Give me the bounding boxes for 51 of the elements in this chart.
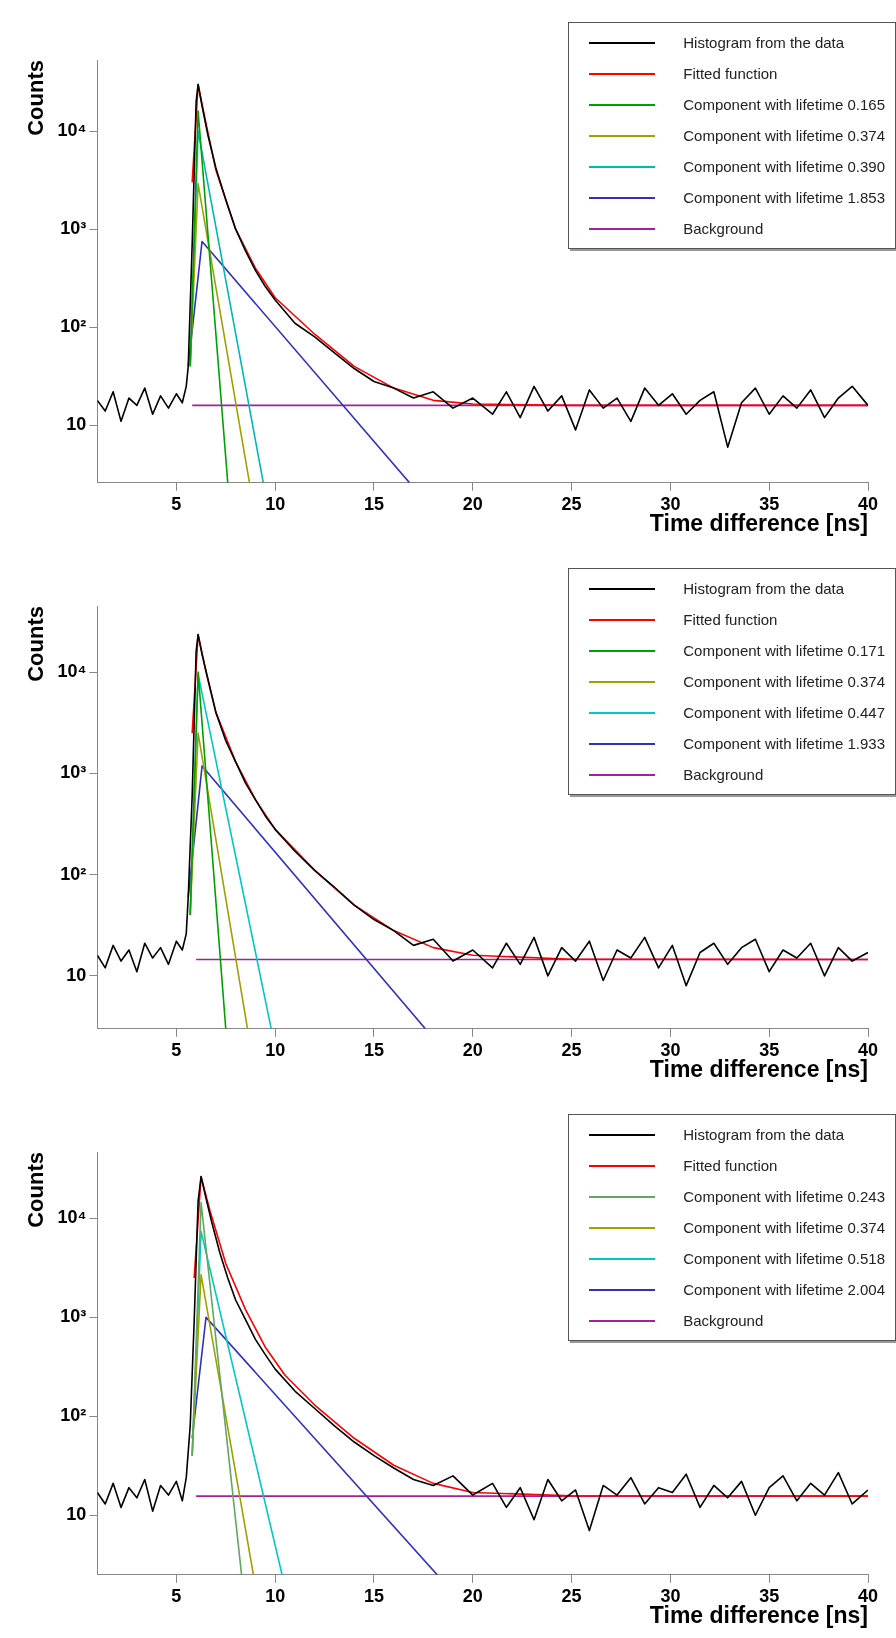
y-axis-title: Counts	[23, 1152, 49, 1228]
legend-label: Component with lifetime 1.933	[683, 735, 885, 752]
y-tick-label: 10	[66, 1504, 87, 1525]
legend-label: Component with lifetime 2.004	[683, 1281, 885, 1298]
legend-label: Component with lifetime 0.518	[683, 1250, 885, 1267]
x-tick-label: 25	[561, 1039, 582, 1060]
x-tick-label: 10	[265, 1039, 286, 1060]
legend-label: Component with lifetime 0.374	[683, 127, 885, 144]
legend-label: Component with lifetime 0.374	[683, 1219, 885, 1236]
legend-label: Histogram from the data	[683, 34, 845, 51]
x-tick-label: 5	[171, 493, 182, 514]
y-tick-label: 10³	[60, 1306, 87, 1327]
x-tick-label: 10	[265, 493, 286, 514]
legend-label: Background	[683, 220, 764, 237]
legend-label: Background	[683, 1312, 764, 1329]
x-tick-label: 10	[265, 1585, 286, 1606]
legend-label: Fitted function	[683, 1157, 778, 1174]
y-tick-label: 10⁴	[57, 1207, 87, 1228]
legend-label: Component with lifetime 0.390	[683, 158, 885, 175]
y-tick-label: 10⁴	[57, 661, 87, 682]
x-tick-label: 25	[561, 1585, 582, 1606]
y-axis-title: Counts	[23, 60, 49, 136]
legend-label: Component with lifetime 0.243	[683, 1188, 885, 1205]
y-tick-label: 10	[66, 414, 87, 435]
y-tick-label: 10³	[60, 218, 87, 239]
y-tick-label: 10³	[60, 762, 87, 783]
legend-label: Fitted function	[683, 65, 778, 82]
x-tick-label: 20	[462, 1585, 483, 1606]
y-tick-label: 10²	[60, 863, 87, 884]
legend-label: Fitted function	[683, 611, 778, 628]
y-tick-label: 10²	[60, 1405, 87, 1426]
legend-label: Component with lifetime 0.171	[683, 642, 885, 659]
legend-label: Component with lifetime 0.165	[683, 96, 885, 113]
legend-label: Histogram from the data	[683, 1126, 845, 1143]
x-tick-label: 15	[363, 1585, 384, 1606]
x-tick-label: 5	[171, 1585, 182, 1606]
x-tick-label: 25	[561, 493, 582, 514]
x-tick-label: 15	[363, 493, 384, 514]
x-tick-label: 15	[363, 1039, 384, 1060]
y-tick-label: 10⁴	[57, 120, 87, 141]
y-tick-label: 10²	[60, 316, 87, 337]
x-tick-label: 20	[462, 493, 483, 514]
legend-label: Component with lifetime 0.374	[683, 673, 885, 690]
x-tick-label: 5	[171, 1039, 182, 1060]
legend-label: Component with lifetime 0.447	[683, 704, 885, 721]
x-tick-label: 20	[462, 1039, 483, 1060]
legend-label: Background	[683, 766, 764, 783]
legend-label: Component with lifetime 1.853	[683, 189, 885, 206]
legend-label: Histogram from the data	[683, 580, 845, 597]
y-tick-label: 10	[66, 964, 87, 985]
y-axis-title: Counts	[23, 606, 49, 682]
